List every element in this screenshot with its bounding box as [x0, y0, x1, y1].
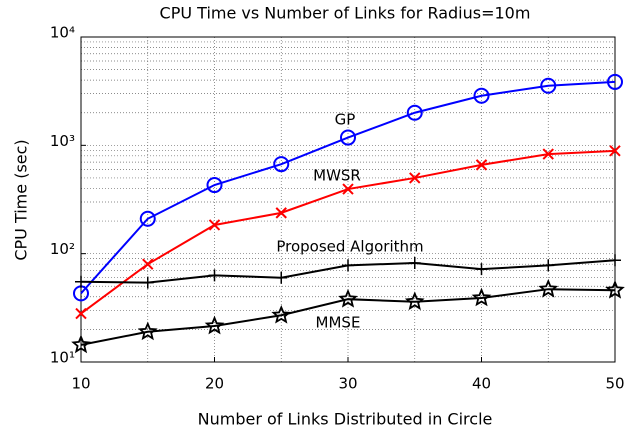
point — [475, 263, 488, 276]
point — [75, 275, 87, 288]
x-axis-label: Number of Links Distributed in Circle — [198, 410, 493, 429]
series-label: MWSR — [313, 167, 361, 185]
point — [139, 210, 156, 227]
y-axis-label: CPU Time (sec) — [12, 139, 31, 260]
point — [404, 291, 425, 311]
point — [275, 207, 287, 219]
point — [540, 77, 557, 94]
point — [271, 304, 292, 324]
point — [137, 321, 158, 341]
point — [206, 177, 223, 194]
point — [609, 145, 621, 157]
series-line — [80, 80, 616, 295]
point — [342, 259, 354, 272]
y-tick-label: 10³ — [50, 132, 75, 150]
point — [142, 258, 154, 270]
x-tick-label: 50 — [605, 375, 624, 393]
x-tick-label: 10 — [71, 375, 90, 393]
series-label: GP — [335, 111, 356, 129]
y-tick-label: 10¹ — [50, 349, 75, 367]
point — [342, 183, 354, 195]
point — [475, 159, 488, 171]
point — [71, 334, 91, 354]
series-line — [80, 288, 616, 346]
x-tick-label: 30 — [338, 375, 357, 393]
point — [542, 148, 554, 160]
point — [141, 276, 154, 289]
x-tick-label: 40 — [472, 375, 491, 393]
point — [204, 315, 225, 335]
point — [473, 87, 490, 104]
series-label: Proposed Algorithm — [276, 238, 423, 256]
point — [75, 307, 87, 320]
y-tick-label: 10⁴ — [50, 24, 75, 42]
plot-frame — [80, 36, 616, 363]
point — [607, 73, 623, 90]
x-tick-label: 20 — [205, 375, 224, 393]
point — [408, 257, 421, 270]
point — [338, 288, 358, 308]
point — [275, 271, 288, 284]
point — [273, 156, 290, 173]
point — [208, 269, 221, 282]
point — [409, 172, 421, 184]
point — [609, 254, 621, 267]
y-tick-label: 10² — [50, 240, 75, 258]
point — [605, 279, 625, 299]
point — [406, 104, 423, 121]
series-label: MMSE — [316, 314, 361, 332]
point — [340, 129, 356, 146]
chart-title: CPU Time vs Number of Links for Radius=1… — [160, 4, 531, 23]
point — [538, 278, 559, 298]
point — [208, 219, 221, 231]
point — [542, 259, 555, 272]
point — [471, 287, 492, 307]
